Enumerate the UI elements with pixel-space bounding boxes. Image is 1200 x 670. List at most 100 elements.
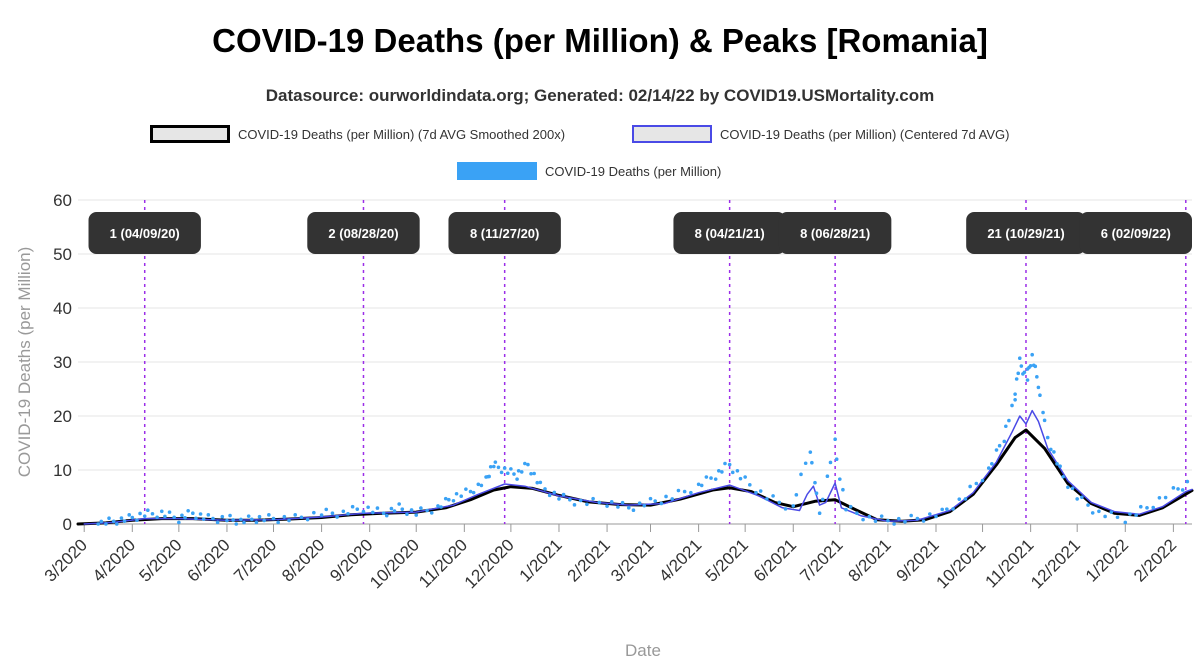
daily-point [249, 517, 254, 522]
daily-point [350, 504, 355, 509]
daily-point [493, 460, 498, 464]
daily-point [130, 515, 135, 520]
daily-point [1109, 510, 1114, 514]
daily-point [1004, 424, 1008, 429]
daily-point [341, 509, 346, 514]
daily-point [1163, 495, 1168, 500]
daily-point [1134, 513, 1138, 517]
daily-point [1033, 364, 1038, 369]
daily-point [211, 516, 215, 521]
daily-point [896, 516, 901, 521]
daily-point [838, 477, 842, 481]
daily-point [653, 499, 657, 503]
daily-point [957, 497, 962, 501]
daily-point [803, 461, 808, 466]
daily-point [397, 502, 401, 506]
daily-point [886, 518, 890, 523]
daily-point [99, 519, 104, 524]
daily-point [1086, 503, 1090, 507]
peak-label-box [1079, 212, 1192, 254]
daily-point [228, 513, 232, 518]
daily-point [476, 482, 481, 487]
daily-point [1171, 486, 1176, 490]
daily-point [454, 491, 459, 496]
daily-point [980, 478, 985, 483]
daily-point [324, 507, 329, 512]
y-tick-label: 40 [53, 299, 72, 318]
daily-point [496, 465, 501, 470]
daily-point [855, 511, 859, 515]
daily-point [1013, 392, 1017, 396]
daily-point [743, 475, 747, 479]
daily-point [502, 466, 507, 470]
x-tick-label: 8/2021 [845, 535, 895, 585]
daily-point [682, 489, 687, 494]
daily-point [689, 490, 693, 495]
y-tick-label: 60 [53, 191, 72, 210]
daily-point [637, 501, 642, 506]
daily-point [346, 511, 350, 516]
daily-point [257, 514, 262, 519]
daily-point [234, 522, 239, 526]
x-tick-label: 11/2020 [415, 535, 471, 591]
daily-point [523, 461, 527, 466]
daily-point [305, 517, 310, 522]
daily-point [111, 519, 116, 524]
daily-point [1103, 514, 1107, 519]
daily-point [529, 471, 533, 476]
daily-point [861, 517, 865, 522]
daily-point [713, 477, 718, 481]
x-tick-label: 12/2021 [1027, 535, 1084, 592]
daily-point [723, 461, 727, 466]
daily-point [459, 494, 464, 498]
x-tick-label: 6/2021 [750, 535, 800, 585]
daily-point [400, 507, 405, 511]
daily-point [1176, 487, 1180, 491]
legend-swatch-centered [632, 125, 712, 143]
daily-point [820, 497, 825, 502]
legend-swatch-daily [457, 162, 537, 180]
legend-item-smoothed[interactable]: COVID-19 Deaths (per Million) (7d AVG Sm… [150, 125, 565, 143]
daily-point [648, 496, 653, 501]
daily-point [642, 503, 647, 508]
daily-point [940, 507, 945, 512]
daily-point [738, 476, 743, 481]
daily-point [409, 508, 414, 512]
daily-point [1035, 375, 1039, 379]
daily-point [1070, 486, 1075, 491]
daily-point [122, 519, 127, 523]
daily-point [799, 472, 803, 477]
daily-point [499, 470, 504, 475]
daily-point [443, 496, 448, 501]
daily-point [873, 519, 878, 523]
daily-point [155, 515, 159, 520]
daily-point [1157, 496, 1162, 500]
daily-point [777, 500, 782, 505]
daily-point [903, 520, 907, 524]
daily-point [1038, 393, 1042, 398]
daily-point [335, 515, 339, 519]
daily-point [370, 510, 375, 515]
daily-point [833, 437, 837, 442]
daily-point [405, 512, 409, 517]
daily-point [758, 489, 763, 493]
daily-point [609, 500, 614, 504]
daily-point [765, 497, 769, 501]
x-axis-label: Date [625, 641, 661, 660]
daily-point [578, 498, 583, 503]
daily-point [471, 490, 476, 495]
daily-point [1014, 377, 1019, 381]
daily-point [1123, 520, 1128, 525]
daily-point [1010, 403, 1014, 408]
legend-item-centered[interactable]: COVID-19 Deaths (per Million) (Centered … [632, 125, 1009, 143]
daily-point [215, 520, 220, 525]
legend-item-daily[interactable]: COVID-19 Deaths (per Million) [457, 162, 721, 180]
daily-point [1138, 504, 1143, 509]
daily-point [96, 522, 100, 526]
daily-point [104, 522, 108, 526]
daily-point [267, 513, 271, 517]
daily-point [330, 511, 335, 515]
peak-label-box [88, 212, 201, 254]
x-tick-label: 5/2020 [135, 535, 185, 585]
daily-point [1052, 450, 1056, 454]
